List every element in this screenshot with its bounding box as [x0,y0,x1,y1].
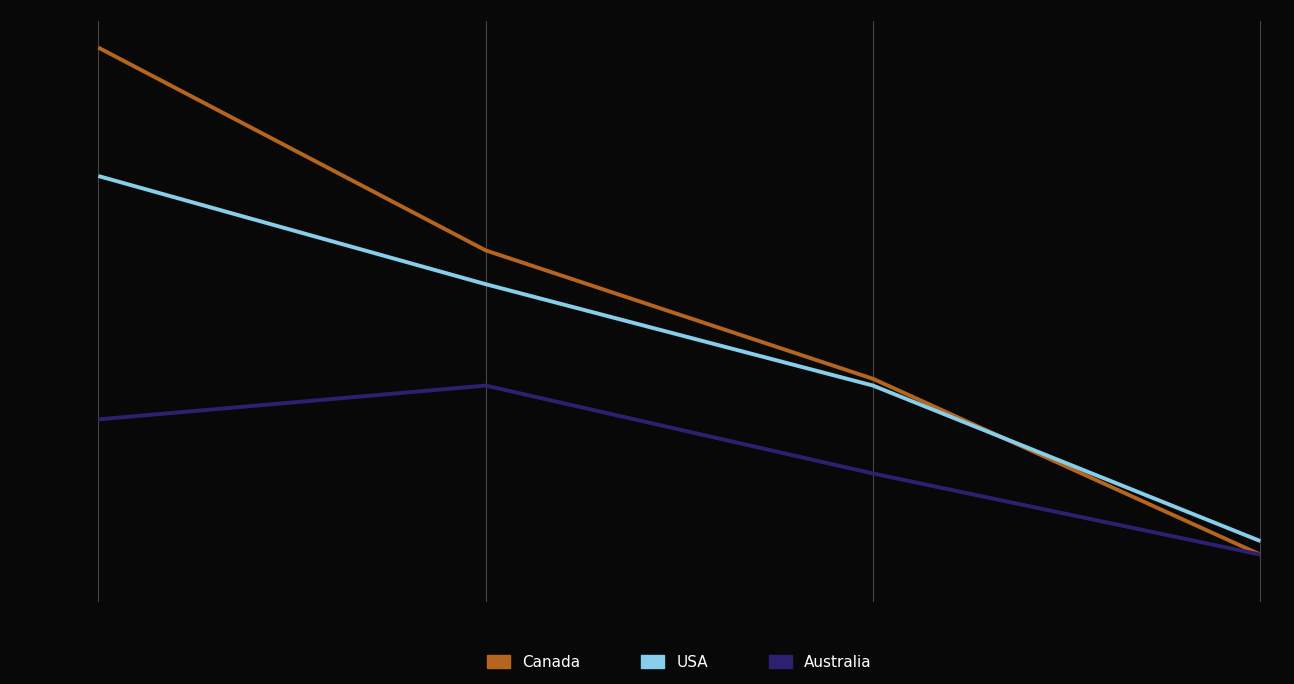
Legend: Canada, USA, Australia: Canada, USA, Australia [487,655,872,670]
